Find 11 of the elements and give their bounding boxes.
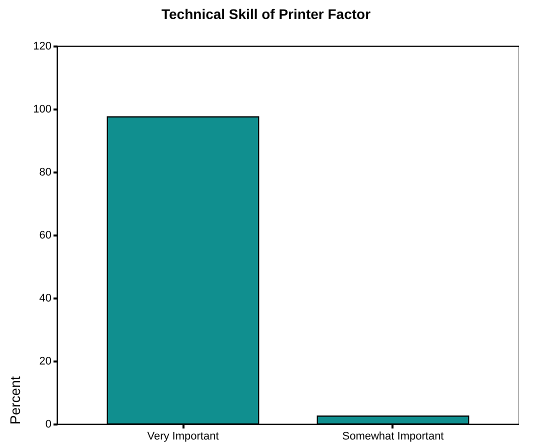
y-tick-label: 40 xyxy=(39,292,52,304)
y-tick-label: 0 xyxy=(45,418,52,430)
y-axis-title: Percent xyxy=(7,376,24,424)
x-tick-label: Very Important xyxy=(147,430,219,442)
chart-title: Technical Skill of Printer Factor xyxy=(161,6,372,22)
y-tick-label: 80 xyxy=(39,166,52,178)
y-tick-label: 120 xyxy=(33,40,52,52)
y-tick-label: 100 xyxy=(33,104,52,116)
y-tick-label: 20 xyxy=(39,356,52,368)
y-tick-label: 60 xyxy=(39,230,52,242)
x-tick-label: Somewhat Important xyxy=(342,430,444,442)
